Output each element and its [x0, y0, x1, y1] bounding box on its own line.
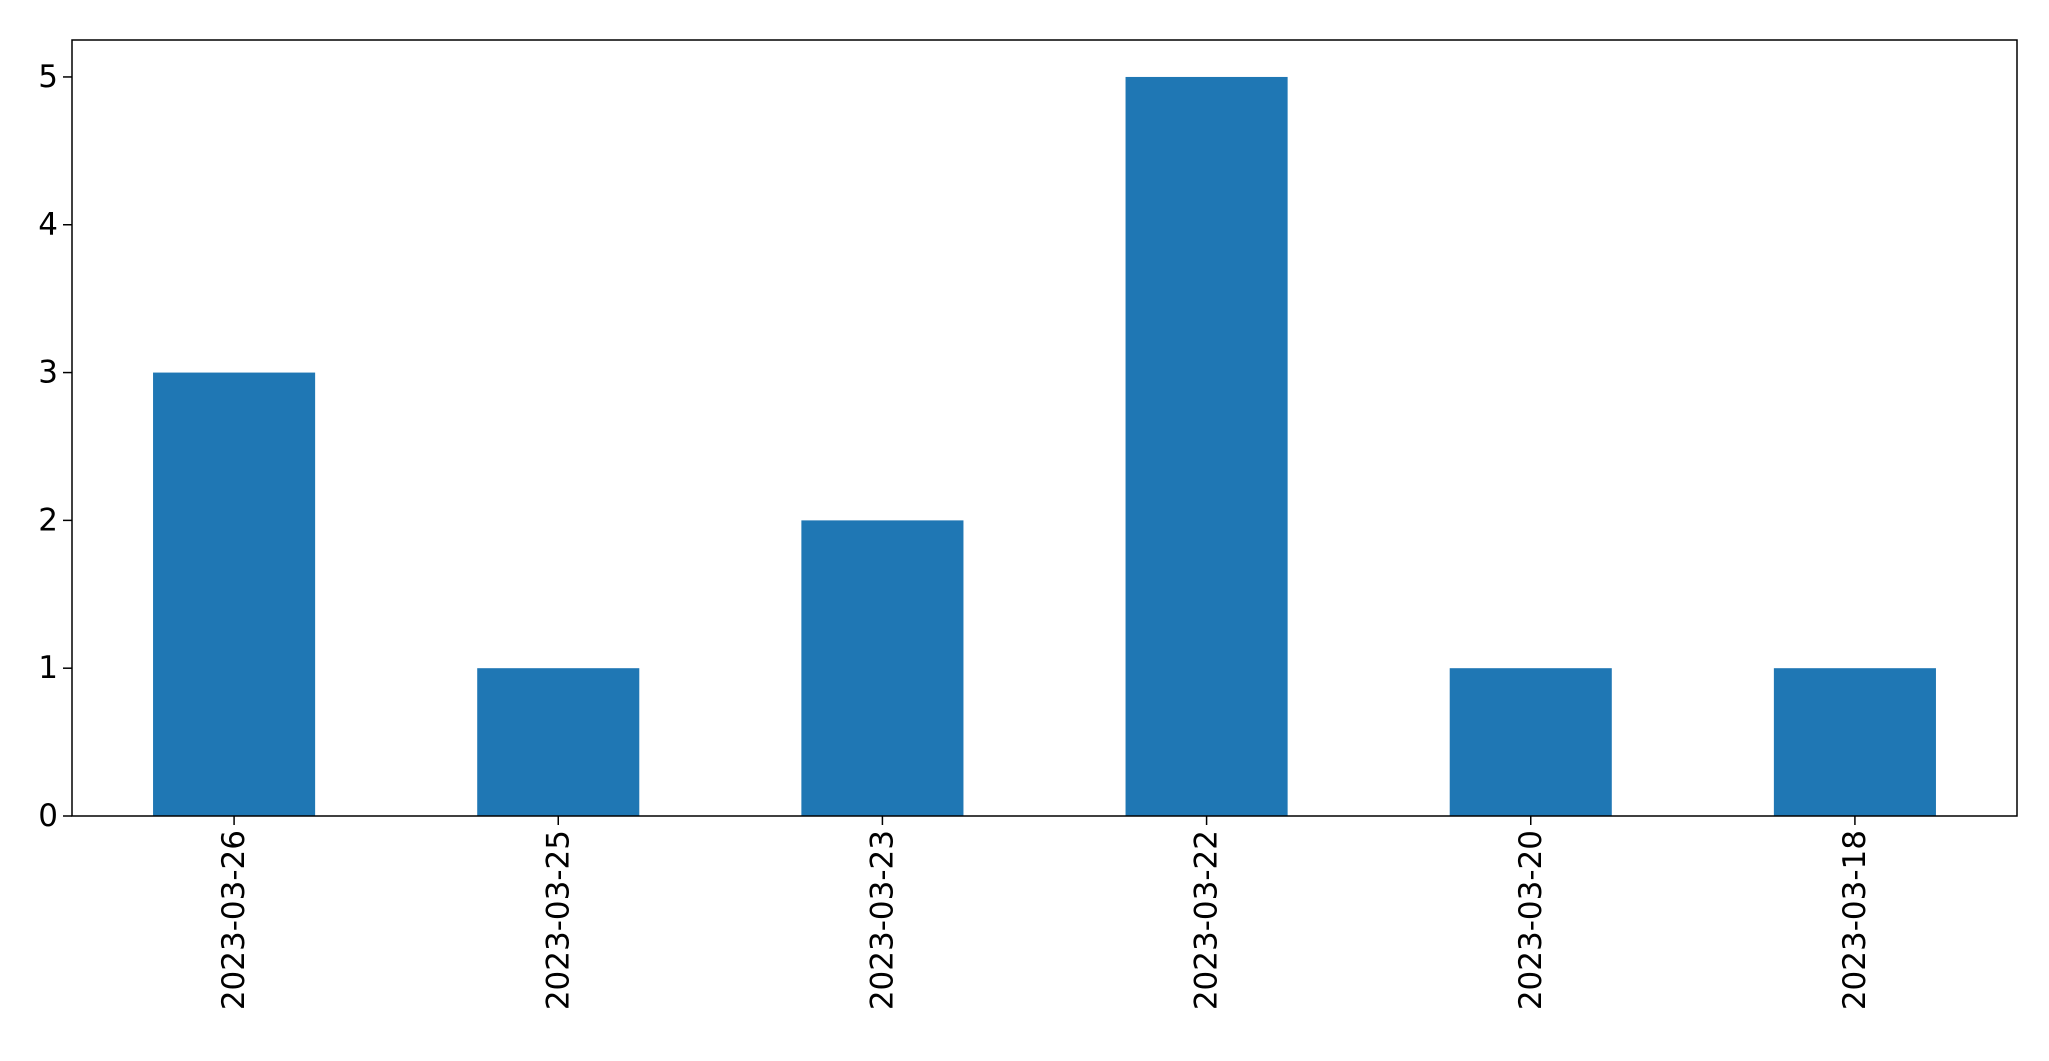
bar-2023-03-18	[1773, 668, 1936, 816]
x-tick-label-2023-03-26: 2023-03-26	[216, 830, 252, 1010]
y-tick-label-0: 0	[38, 798, 58, 834]
x-axis: 2023-03-26 2023-03-25 2023-03-23 2023-03-22…	[216, 816, 1873, 1010]
y-tick-label-4: 4	[38, 207, 58, 243]
x-tick-label-2023-03-18: 2023-03-18	[1837, 830, 1873, 1010]
x-tick-label-2023-03-23: 2023-03-23	[864, 830, 900, 1010]
bar-2023-03-26	[153, 372, 316, 816]
x-tick-label-2023-03-20: 2023-03-20	[1513, 830, 1549, 1010]
bars-layer	[153, 76, 1936, 816]
plot-area	[72, 40, 2017, 816]
plot-frame	[71, 39, 2018, 817]
y-tick-label-2: 2	[38, 502, 58, 538]
x-tick-label-2023-03-22: 2023-03-22	[1189, 830, 1225, 1010]
bar-2023-03-25	[477, 668, 640, 816]
bar-2023-03-22	[1125, 76, 1288, 816]
y-tick-label-1: 1	[38, 650, 58, 686]
y-axis: 0 1 2 3 4 5	[38, 59, 72, 834]
bar-2023-03-20	[1449, 668, 1612, 816]
y-tick-label-3: 3	[38, 355, 58, 391]
bar-2023-03-23	[801, 520, 964, 816]
x-tick-label-2023-03-25: 2023-03-25	[540, 830, 576, 1010]
y-tick-label-5: 5	[38, 59, 58, 95]
